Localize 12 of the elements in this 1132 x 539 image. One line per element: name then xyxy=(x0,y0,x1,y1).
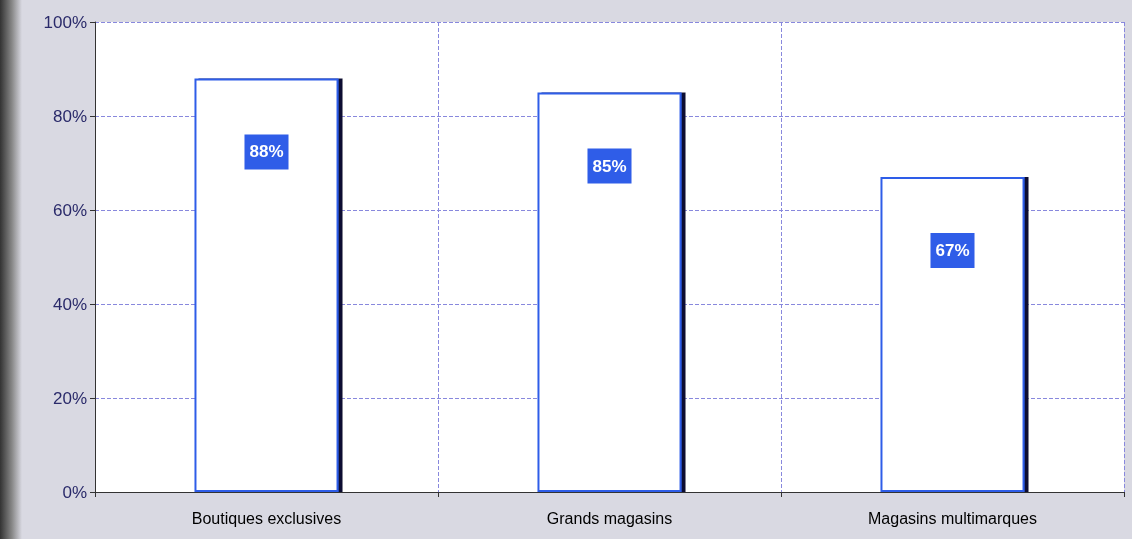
data-label: 85% xyxy=(592,156,627,176)
x-tick-label: Grands magasins xyxy=(546,509,673,527)
x-tick-label: Magasins multimarques xyxy=(868,509,1037,527)
data-label: 67% xyxy=(935,241,970,261)
y-tick-label: 20% xyxy=(52,388,87,408)
data-label: 88% xyxy=(249,142,284,162)
y-tick-label: 0% xyxy=(62,482,87,502)
x-tick-label: Boutiques exclusives xyxy=(191,509,342,527)
y-tick-label: 40% xyxy=(52,294,87,314)
y-tick-label: 100% xyxy=(43,12,87,32)
y-tick-label: 60% xyxy=(52,200,87,220)
y-tick-label: 80% xyxy=(52,106,87,126)
